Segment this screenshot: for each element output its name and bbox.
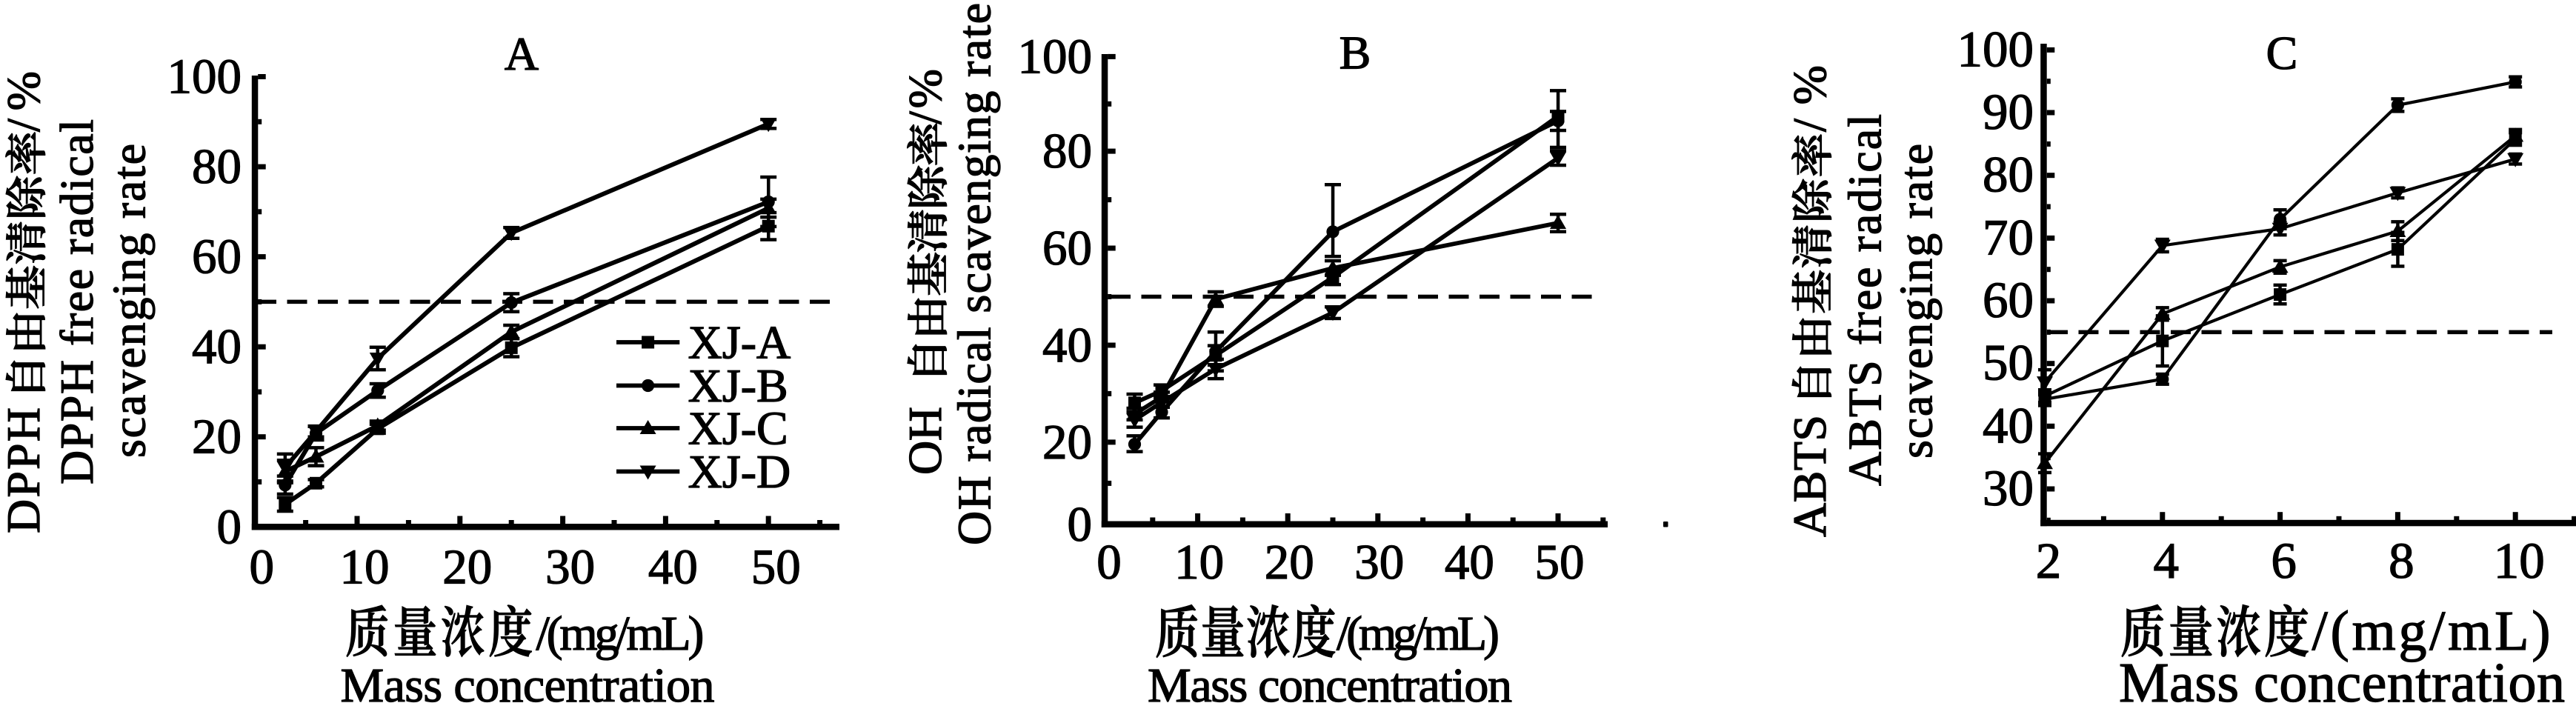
svg-text:30: 30 (1983, 460, 2034, 516)
svg-text:/(mg/mL): /(mg/mL) (2312, 600, 2551, 662)
svg-text:Mass concentration: Mass concentration (1148, 659, 1512, 703)
svg-text:ABTS free radical: ABTS free radical (1838, 114, 1891, 486)
svg-text:100: 100 (1957, 21, 2034, 77)
svg-text:/%: /% (0, 71, 50, 132)
svg-text:40: 40 (1042, 318, 1092, 373)
svg-text:40: 40 (192, 319, 242, 374)
svg-text:0: 0 (249, 540, 274, 595)
svg-text:50: 50 (751, 540, 801, 595)
svg-text:80: 80 (192, 139, 242, 194)
svg-text:B: B (1339, 27, 1371, 79)
svg-text:0: 0 (1096, 535, 1122, 590)
svg-text:10: 10 (2494, 533, 2545, 589)
svg-text:100: 100 (1018, 29, 1093, 84)
svg-text:DPPH free radical: DPPH free radical (50, 119, 103, 484)
svg-text:30: 30 (545, 540, 595, 595)
svg-text:50: 50 (1983, 335, 2034, 391)
svg-text:Mass concentration: Mass concentration (341, 659, 715, 703)
svg-text:60: 60 (1042, 221, 1092, 276)
svg-text:10: 10 (340, 540, 390, 595)
svg-text:80: 80 (1983, 147, 2034, 203)
svg-text:100: 100 (167, 50, 242, 104)
svg-text:C: C (2266, 27, 2298, 79)
svg-text:6: 6 (2271, 533, 2297, 589)
svg-text:/(mg/mL): /(mg/mL) (1337, 607, 1500, 661)
svg-text:/%: /% (1783, 65, 1836, 132)
svg-text:Mass concentration: Mass concentration (2119, 652, 2565, 703)
svg-text:30: 30 (1354, 535, 1404, 590)
svg-text:XJ-B: XJ-B (688, 359, 788, 412)
svg-text:20: 20 (1265, 535, 1314, 590)
svg-text:80: 80 (1042, 124, 1092, 179)
svg-text:4: 4 (2154, 533, 2180, 589)
svg-text:8: 8 (2389, 533, 2414, 589)
svg-text:OH radical scavenging rate: OH radical scavenging rate (948, 3, 1000, 545)
svg-text:20: 20 (442, 540, 492, 595)
svg-text:scavenging rate: scavenging rate (102, 144, 155, 458)
svg-text:40: 40 (648, 540, 698, 595)
svg-text:0: 0 (1068, 497, 1093, 552)
svg-text:10: 10 (1174, 535, 1224, 590)
svg-text:OH: OH (899, 407, 951, 475)
svg-text:A: A (505, 27, 539, 80)
svg-text:20: 20 (192, 410, 242, 464)
svg-text:60: 60 (192, 230, 242, 284)
svg-text:XJ-C: XJ-C (688, 402, 788, 455)
svg-text:ABTS: ABTS (1783, 415, 1836, 537)
svg-text:20: 20 (1042, 415, 1092, 470)
svg-text:40: 40 (1983, 397, 2034, 453)
svg-text:50: 50 (1535, 535, 1585, 590)
svg-text:XJ-D: XJ-D (688, 445, 791, 498)
svg-text:/%: /% (899, 69, 951, 124)
svg-text:70: 70 (1983, 209, 2034, 265)
svg-text:2: 2 (2036, 533, 2062, 589)
svg-text:XJ-A: XJ-A (688, 316, 791, 369)
svg-text:/(mg/mL): /(mg/mL) (536, 607, 705, 661)
svg-text:90: 90 (1983, 84, 2034, 140)
svg-text:60: 60 (1983, 272, 2034, 328)
svg-text:0: 0 (217, 499, 242, 554)
svg-text:scavenging rate: scavenging rate (1890, 144, 1943, 459)
svg-text:40: 40 (1445, 535, 1494, 590)
